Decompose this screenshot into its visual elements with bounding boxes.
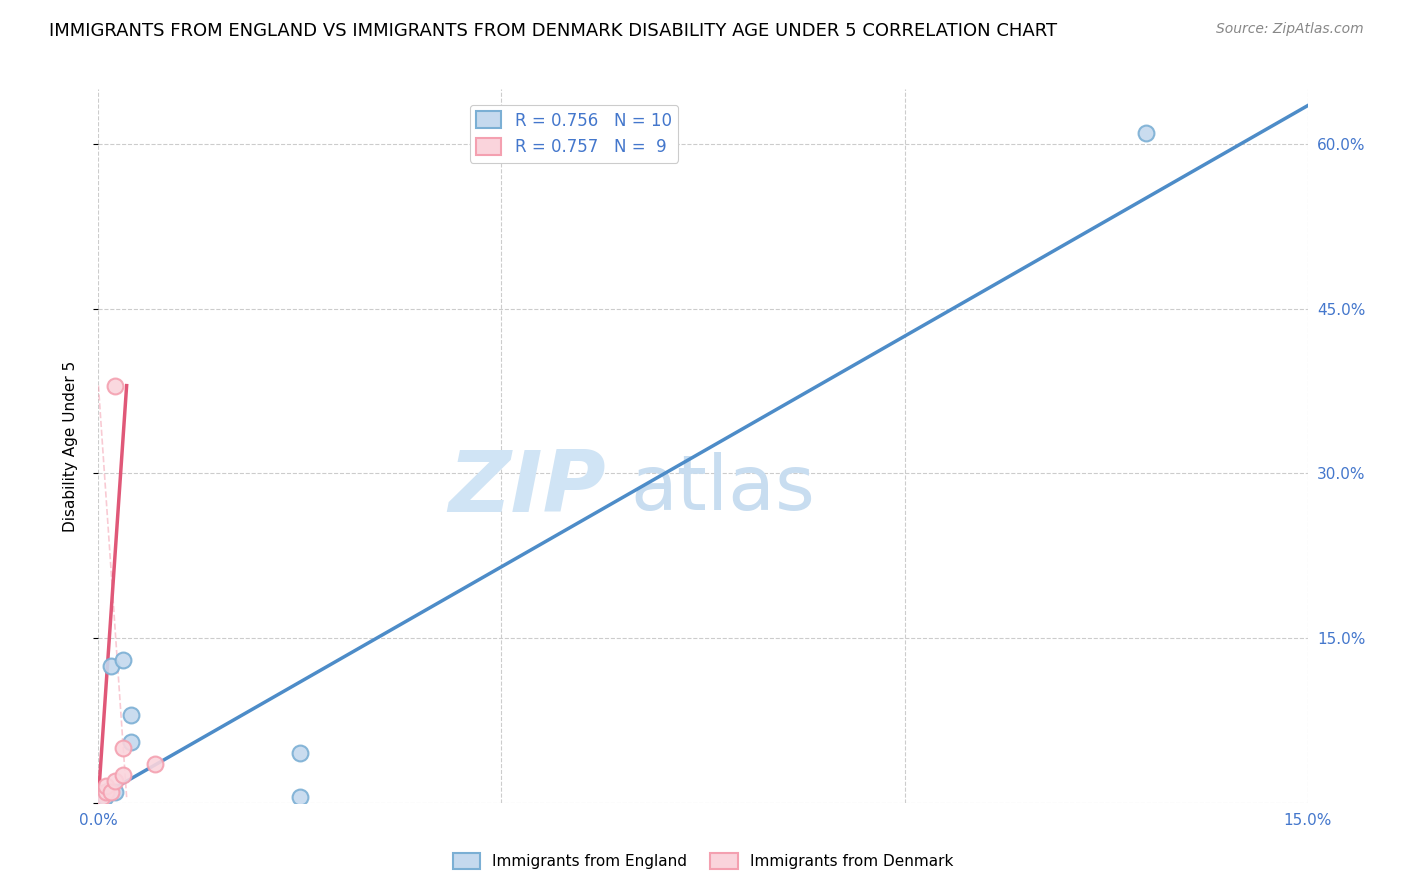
Point	[120, 735, 142, 749]
Y-axis label: Disability Age Under 5: Disability Age Under 5	[63, 360, 77, 532]
Legend: R = 0.756   N = 10, R = 0.757   N =  9: R = 0.756 N = 10, R = 0.757 N = 9	[470, 104, 678, 162]
Legend: Immigrants from England, Immigrants from Denmark: Immigrants from England, Immigrants from…	[447, 847, 959, 875]
Point	[103, 773, 125, 788]
Point	[100, 785, 122, 799]
Point	[111, 653, 134, 667]
Point	[111, 768, 134, 782]
Point	[94, 790, 117, 805]
Point	[288, 747, 311, 761]
Point	[103, 785, 125, 799]
Text: IMMIGRANTS FROM ENGLAND VS IMMIGRANTS FROM DENMARK DISABILITY AGE UNDER 5 CORREL: IMMIGRANTS FROM ENGLAND VS IMMIGRANTS FR…	[49, 22, 1057, 40]
Point	[96, 785, 118, 799]
Point	[100, 658, 122, 673]
Point	[96, 785, 118, 799]
Point	[91, 790, 114, 805]
Point	[1135, 126, 1157, 140]
Text: ZIP: ZIP	[449, 447, 606, 531]
Point	[288, 790, 311, 805]
Point	[103, 378, 125, 392]
Text: Source: ZipAtlas.com: Source: ZipAtlas.com	[1216, 22, 1364, 37]
Point	[143, 757, 166, 772]
Point	[120, 708, 142, 723]
Text: atlas: atlas	[630, 452, 815, 525]
Point	[111, 740, 134, 755]
Point	[96, 780, 118, 794]
